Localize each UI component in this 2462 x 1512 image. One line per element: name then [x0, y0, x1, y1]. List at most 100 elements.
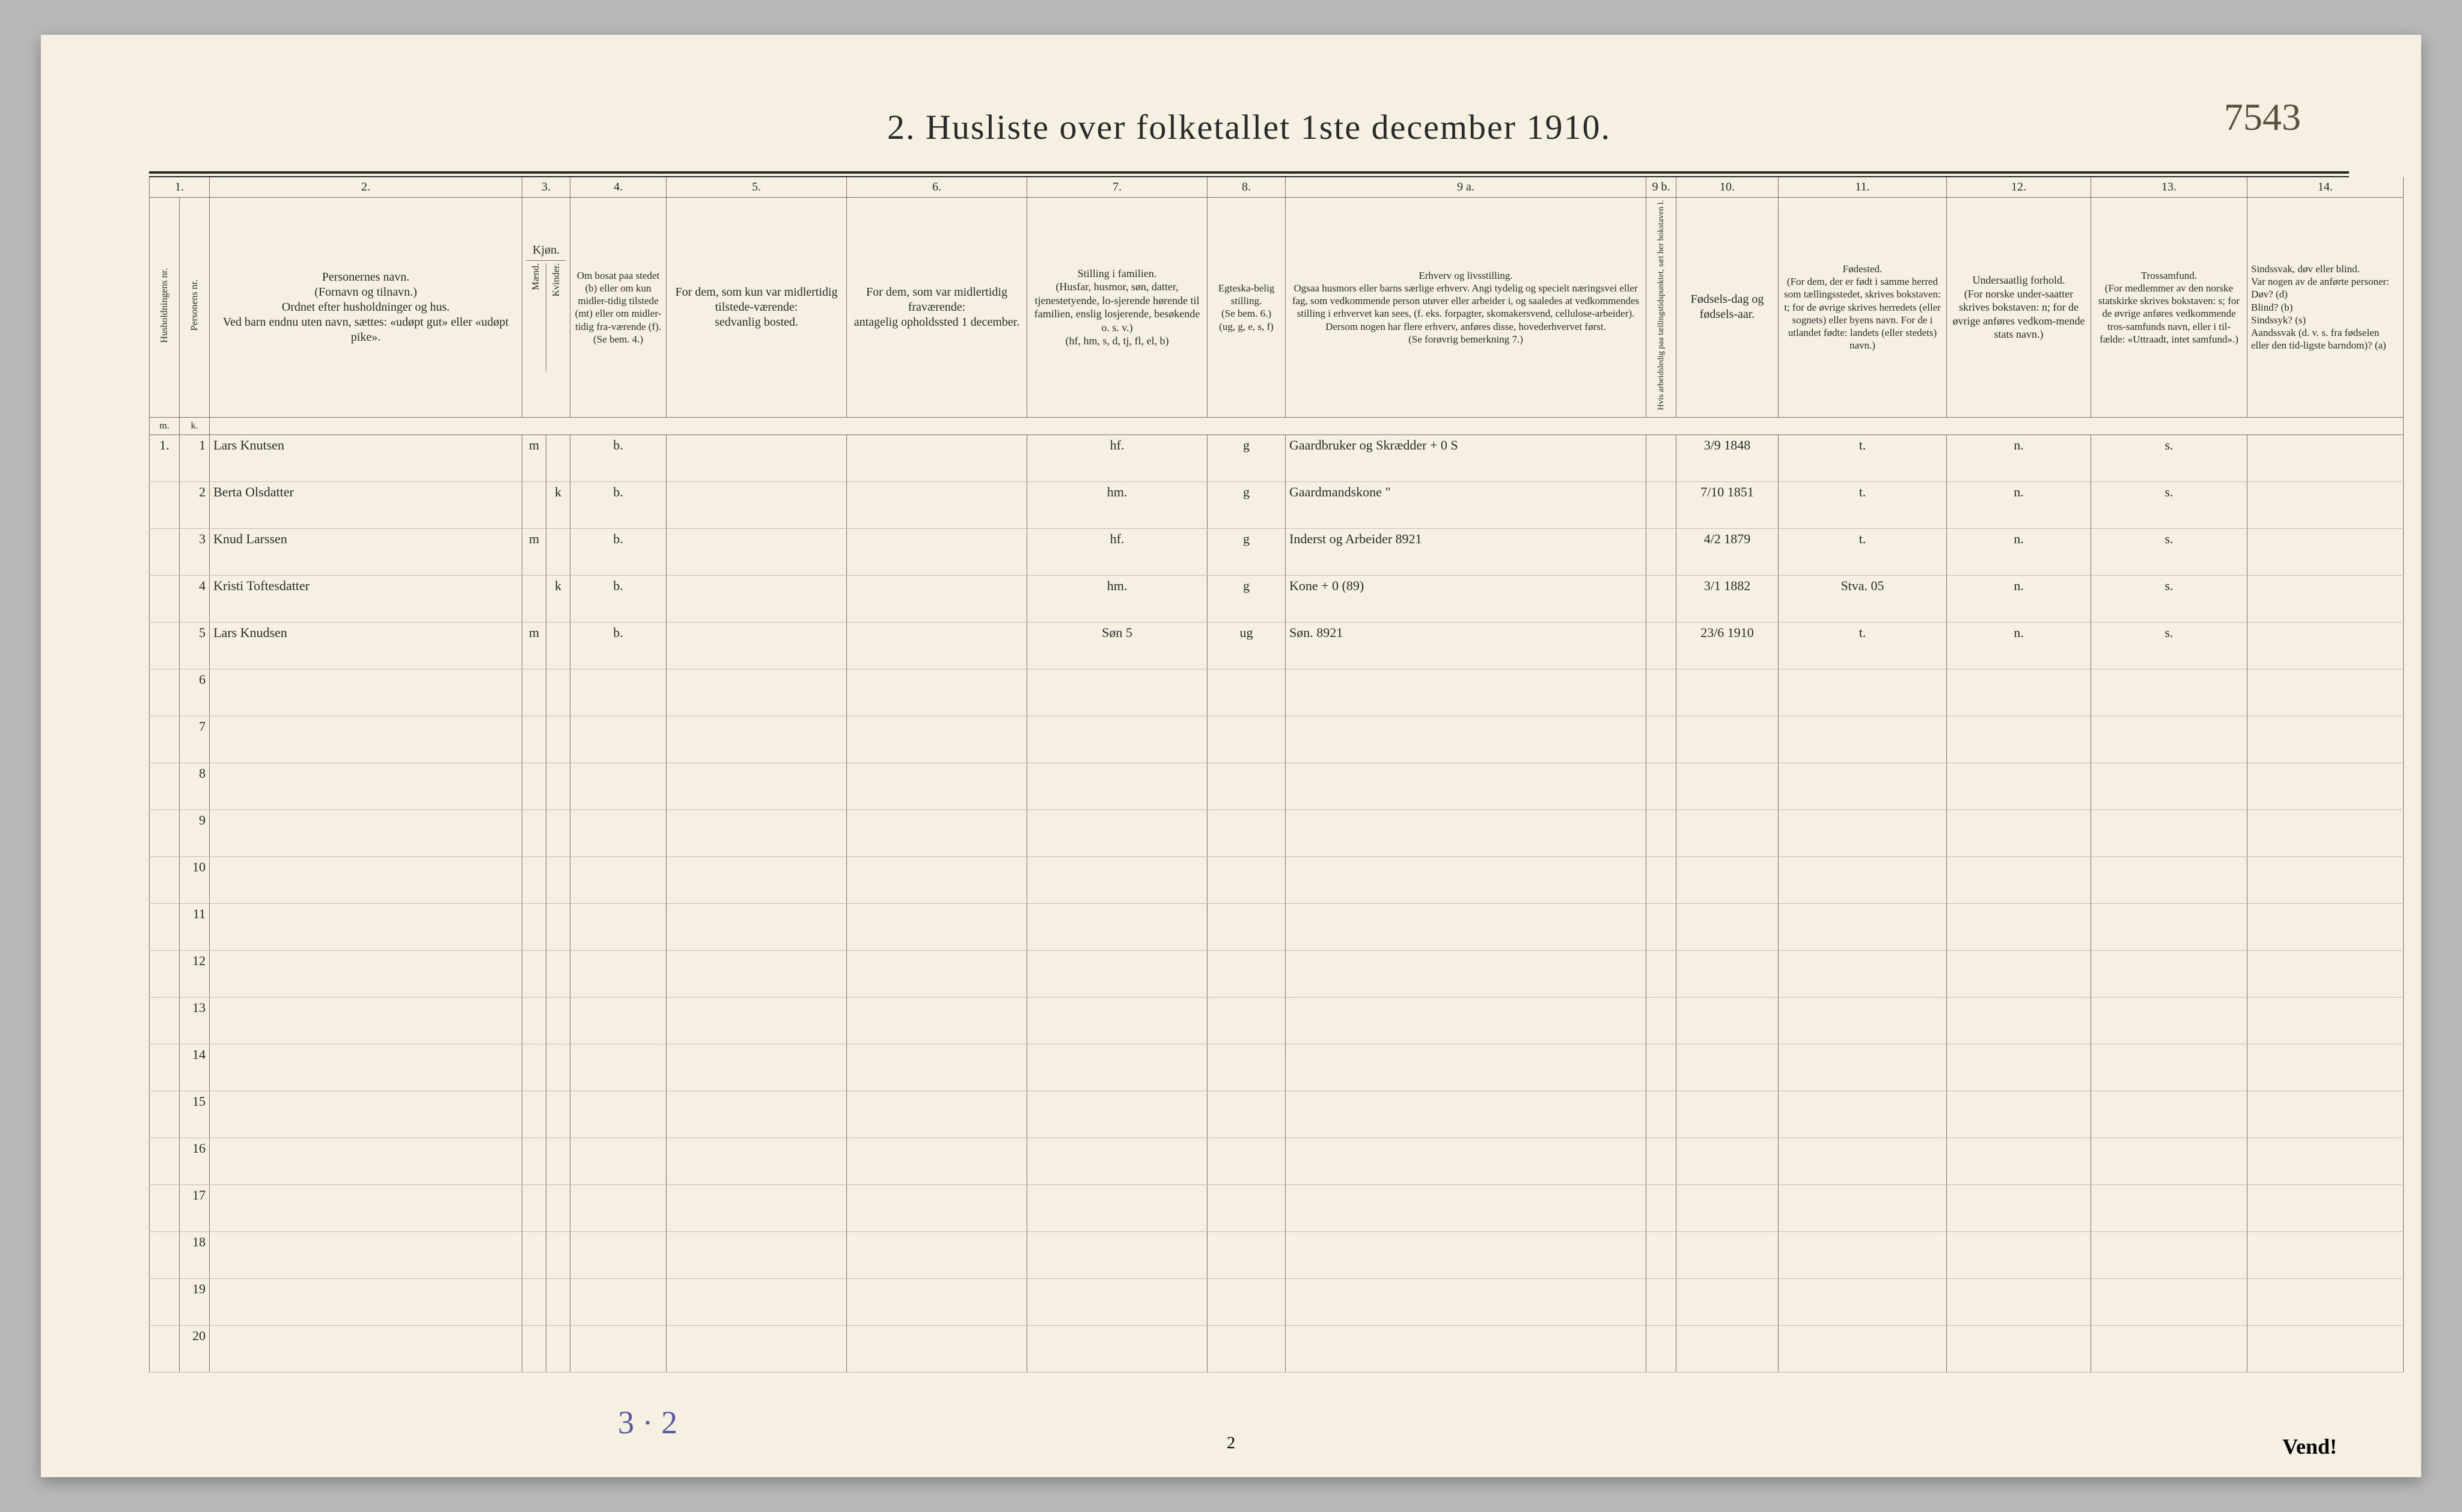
- cell: [150, 716, 180, 763]
- cell: [210, 856, 522, 903]
- cell: [1286, 903, 1646, 950]
- cell: [667, 575, 847, 622]
- cell: [1286, 809, 1646, 856]
- colnum-12: 12.: [1947, 177, 2091, 198]
- cell: 4: [180, 575, 210, 622]
- cell: [667, 763, 847, 809]
- cell: [522, 669, 546, 716]
- table-row: 18: [150, 1231, 2404, 1278]
- cell: [522, 1325, 546, 1372]
- cell: [546, 434, 570, 481]
- cell: [1208, 1044, 1286, 1091]
- table-row: 19: [150, 1278, 2404, 1325]
- cell: [1779, 1091, 1947, 1138]
- cell: 10: [180, 856, 210, 903]
- cell: [150, 575, 180, 622]
- cell: [667, 716, 847, 763]
- cell: [546, 856, 570, 903]
- cell: 15: [180, 1091, 210, 1138]
- cell: [1779, 669, 1947, 716]
- cell: [847, 997, 1027, 1044]
- cell: [1208, 1325, 1286, 1372]
- hdr-undersaat: Undersaatlig forhold. (For norske under-…: [1947, 198, 2091, 418]
- table-row: 11: [150, 903, 2404, 950]
- cell: [1646, 856, 1676, 903]
- cell: [1676, 950, 1779, 997]
- table-row: 3Knud Larssenmb.hf.gInderst og Arbeider …: [150, 528, 2404, 575]
- cell: [150, 1184, 180, 1231]
- cell: [1646, 1231, 1676, 1278]
- cell: [1286, 669, 1646, 716]
- cell: 5: [180, 622, 210, 669]
- cell: [2091, 1325, 2247, 1372]
- cell: Gaardmandskone ": [1286, 481, 1646, 528]
- cell: [1947, 1091, 2091, 1138]
- cell: ug: [1208, 622, 1286, 669]
- cell: [1027, 856, 1208, 903]
- cell: [522, 1231, 546, 1278]
- cell: [1286, 1231, 1646, 1278]
- vend-label: Vend!: [2282, 1434, 2337, 1459]
- cell: [847, 622, 1027, 669]
- cell: [2247, 669, 2404, 716]
- cell: [546, 1138, 570, 1184]
- cell: [150, 528, 180, 575]
- cell: [1286, 997, 1646, 1044]
- cell: [2247, 809, 2404, 856]
- cell: [1646, 528, 1676, 575]
- cell: [1676, 856, 1779, 903]
- cell: [847, 903, 1027, 950]
- cell: [847, 1278, 1027, 1325]
- cell: 3/1 1882: [1676, 575, 1779, 622]
- cell: [1646, 481, 1676, 528]
- cell: [570, 1325, 667, 1372]
- cell: [2247, 1184, 2404, 1231]
- cell: hm.: [1027, 481, 1208, 528]
- cell: [1646, 1278, 1676, 1325]
- cell: 20: [180, 1325, 210, 1372]
- cell: [546, 622, 570, 669]
- cell: [1676, 809, 1779, 856]
- cell: [1646, 763, 1676, 809]
- cell: [1779, 809, 1947, 856]
- cell: [2247, 997, 2404, 1044]
- hdr-husholdning: Husholdningens nr.: [150, 198, 180, 418]
- cell: g: [1208, 434, 1286, 481]
- cell: Berta Olsdatter: [210, 481, 522, 528]
- cell: [1027, 1091, 1208, 1138]
- cell: [2247, 903, 2404, 950]
- hdr-tro: Trossamfund. (For medlemmer av den norsk…: [2091, 198, 2247, 418]
- cell: [847, 1044, 1027, 1091]
- cell: [2247, 1278, 2404, 1325]
- cell: Kristi Toftesdatter: [210, 575, 522, 622]
- cell: [2247, 434, 2404, 481]
- cell: [1676, 1231, 1779, 1278]
- cell: Lars Knudsen: [210, 622, 522, 669]
- cell: t.: [1779, 528, 1947, 575]
- cell: [2091, 716, 2247, 763]
- cell: [570, 1138, 667, 1184]
- cell: [2091, 1091, 2247, 1138]
- colnum-5: 5.: [667, 177, 847, 198]
- cell: [2247, 1231, 2404, 1278]
- cell: g: [1208, 528, 1286, 575]
- cell: [1286, 763, 1646, 809]
- cell: Stva. 05: [1779, 575, 1947, 622]
- cell: [522, 716, 546, 763]
- hdr-familie: Stilling i familien. (Husfar, husmor, sø…: [1027, 198, 1208, 418]
- table-row: 17: [150, 1184, 2404, 1231]
- cell: [1947, 1044, 2091, 1091]
- cell: m: [522, 434, 546, 481]
- cell: [667, 669, 847, 716]
- cell: [210, 809, 522, 856]
- cell: [210, 1325, 522, 1372]
- cell: [667, 1138, 847, 1184]
- cell: [1286, 1184, 1646, 1231]
- table-row: 2Berta Olsdatterkb.hm.gGaardmandskone "7…: [150, 481, 2404, 528]
- cell: [570, 716, 667, 763]
- cell: [1947, 1231, 2091, 1278]
- cell: [150, 1278, 180, 1325]
- cell: [1646, 1044, 1676, 1091]
- cell: [1947, 856, 2091, 903]
- table-row: 20: [150, 1325, 2404, 1372]
